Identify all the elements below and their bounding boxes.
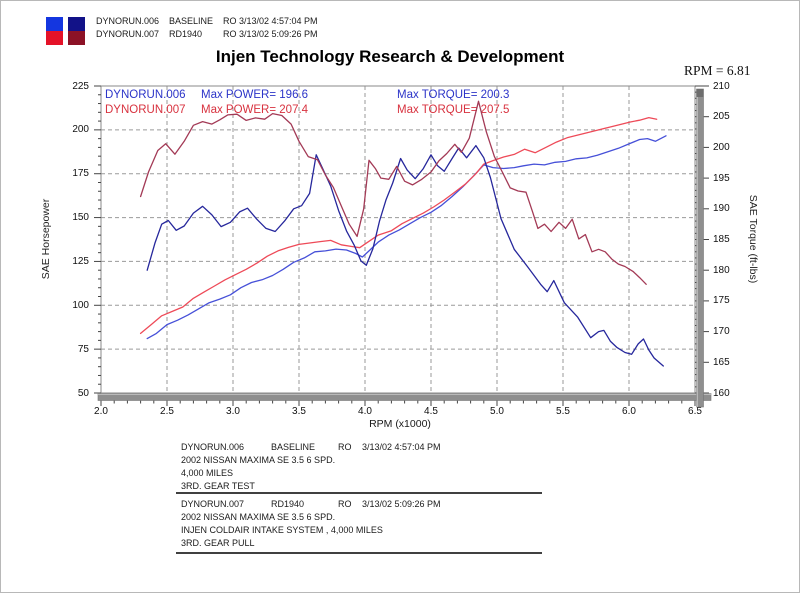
y-right-tick-label: 195 <box>713 172 730 184</box>
power-red-swatch <box>46 31 63 45</box>
run2-color-swatch <box>68 17 85 45</box>
page-title: Injen Technology Research & Development <box>215 47 565 66</box>
info2-line1: 2002 NISSAN MAXIMA SE 3.5 6 SPD. <box>181 512 336 522</box>
legend-run2-max-power: Max POWER= 207.4 <box>201 104 309 116</box>
header-run1-variant: BASELINE <box>169 16 214 26</box>
x-tick-label: 6.0 <box>622 406 636 417</box>
y-left-tick-label: 225 <box>72 80 89 92</box>
legend-run2-name: DYNORUN.007 <box>105 104 186 116</box>
legend-run2-max-torque: Max TORQUE= 207.5 <box>397 104 510 116</box>
info1-variant: BASELINE <box>271 442 316 452</box>
y-right-tick-label: 205 <box>713 111 730 123</box>
y-left-tick-label: 50 <box>77 387 89 399</box>
y-left-axis-title: SAE Horsepower <box>40 198 52 280</box>
info1-line1: 2002 NISSAN MAXIMA SE 3.5 6 SPD. <box>181 455 336 465</box>
y-left-tick-label: 100 <box>72 299 89 311</box>
run1-color-swatch <box>46 17 63 45</box>
info-separator-1 <box>176 492 542 494</box>
info-block-run1: DYNORUN.006 BASELINE RO 3/13/02 4:57:04 … <box>176 441 556 493</box>
info-block-run2: DYNORUN.007 RD1940 RO 3/13/02 5:09:26 PM… <box>176 498 556 550</box>
x-tick-label: 2.0 <box>94 406 108 417</box>
info-separator-2 <box>176 552 542 554</box>
y-left-tick-label: 75 <box>77 343 89 355</box>
y-right-tick-label: 160 <box>713 387 730 399</box>
y-right-tick-label: 190 <box>713 203 730 215</box>
info1-timestamp: 3/13/02 4:57:04 PM <box>362 442 441 452</box>
header-run2-name: DYNORUN.007 <box>96 29 160 39</box>
y-left-tick-label: 125 <box>72 255 89 267</box>
y-left-tick-label: 175 <box>72 168 89 180</box>
info2-run-name: DYNORUN.007 <box>181 499 245 509</box>
info2-timestamp: 3/13/02 5:09:26 PM <box>362 499 441 509</box>
rpm-cursor-readout: RPM = 6.81 <box>684 63 751 78</box>
info1-run-name: DYNORUN.006 <box>181 442 245 452</box>
y-right-tick-label: 200 <box>713 141 730 153</box>
torque-maroon-swatch <box>68 31 85 45</box>
info2-line3: 3RD. GEAR PULL <box>181 538 255 548</box>
y-left-tick-label: 150 <box>72 212 89 224</box>
power-blue-swatch <box>46 17 63 31</box>
info2-variant: RD1940 <box>271 499 305 509</box>
info2-line2: INJEN COLDAIR INTAKE SYSTEM , 4,000 MILE… <box>181 525 383 535</box>
header-run1-name: DYNORUN.006 <box>96 16 160 26</box>
y-right-tick-label: 170 <box>713 326 730 338</box>
header-run2-timestamp: RO 3/13/02 5:09:26 PM <box>223 29 318 39</box>
x-tick-label: 2.5 <box>160 406 174 417</box>
legend-run1-name: DYNORUN.006 <box>105 89 186 101</box>
legend-run1-max-torque: Max TORQUE= 200.3 <box>397 89 510 101</box>
x-tick-label: 5.0 <box>490 406 504 417</box>
info2-ro-label: RO <box>338 499 352 509</box>
header-run2-variant: RD1940 <box>169 29 203 39</box>
info1-ro-label: RO <box>338 442 352 452</box>
y-right-axis-title: SAE Torque (ft-lbs) <box>747 194 759 284</box>
x-tick-label: 3.5 <box>292 406 306 417</box>
x-tick-label: 4.5 <box>424 406 438 417</box>
y-left-tick-label: 200 <box>72 124 89 136</box>
x-axis-title: RPM (x1000) <box>369 418 431 430</box>
x-tick-label: 6.5 <box>688 406 702 417</box>
y-right-tick-label: 175 <box>713 295 730 307</box>
x-tick-label: 3.0 <box>226 406 240 417</box>
header-run1-timestamp: RO 3/13/02 4:57:04 PM <box>223 16 318 26</box>
torque-navy-swatch <box>68 17 85 31</box>
x-tick-label: 4.0 <box>358 406 372 417</box>
y-right-tick-label: 165 <box>713 356 730 368</box>
y-right-tick-label: 180 <box>713 264 730 276</box>
x-tick-label: 5.5 <box>556 406 570 417</box>
y-right-tick-label: 210 <box>713 80 730 92</box>
info1-line2: 4,000 MILES <box>181 468 234 478</box>
y-right-tick-label: 185 <box>713 234 730 245</box>
info1-line3: 3RD. GEAR TEST <box>181 481 255 491</box>
legend-run1-max-power: Max POWER= 196.6 <box>201 89 309 101</box>
